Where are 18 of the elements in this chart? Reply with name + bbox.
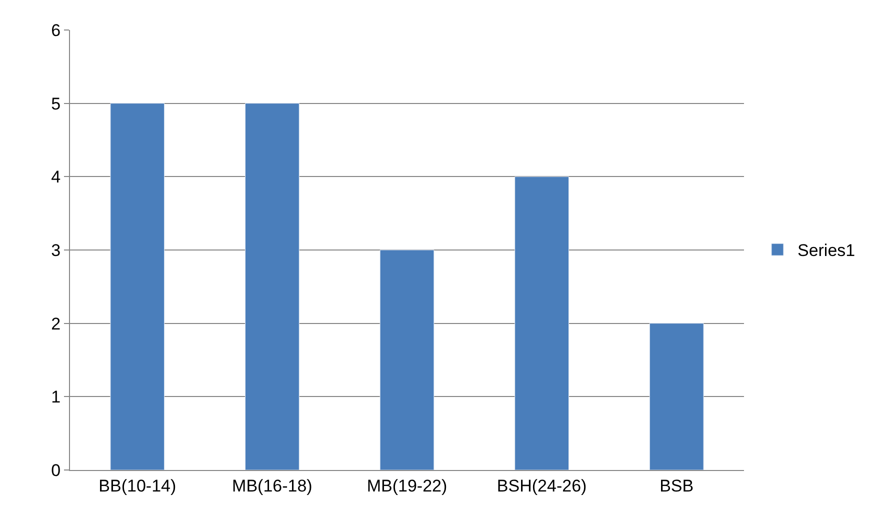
bar <box>649 323 704 470</box>
y-tick-label: 1 <box>51 388 61 407</box>
bar <box>380 250 434 470</box>
y-tick-label: 0 <box>51 460 61 480</box>
x-tick-label: BSB <box>660 476 694 496</box>
bar <box>110 103 165 470</box>
bar <box>244 103 300 470</box>
y-tick-label: 5 <box>51 94 61 114</box>
x-tick-label: BB(10-14) <box>98 476 176 496</box>
y-tick-label: 6 <box>51 20 61 40</box>
legend-label: Series1 <box>797 241 856 260</box>
y-tick-label: 3 <box>51 240 61 260</box>
y-tick-label: 2 <box>51 314 61 334</box>
x-tick-label: BSH(24-26) <box>496 476 587 496</box>
bar <box>514 176 570 470</box>
x-tick-label: MB(16-18) <box>232 476 312 496</box>
x-tick-label: MB(19-22) <box>366 476 448 496</box>
y-tick-label: 4 <box>51 168 61 187</box>
